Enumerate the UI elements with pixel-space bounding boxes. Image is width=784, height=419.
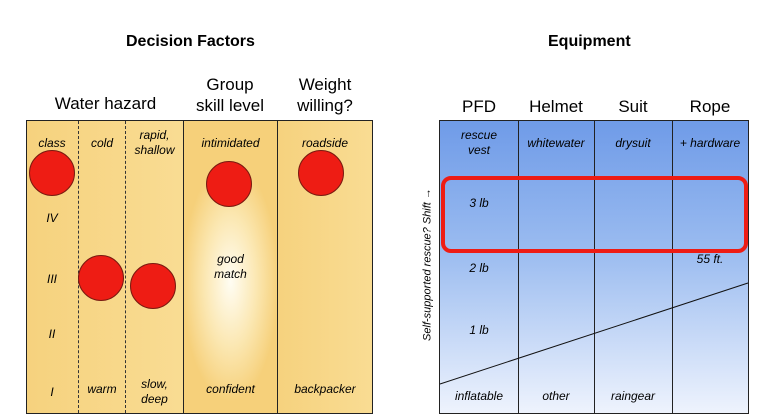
good-match-label: good match bbox=[214, 252, 247, 281]
red-dot bbox=[298, 150, 344, 196]
hardware-label: + hardware bbox=[679, 136, 741, 150]
rapid-shallow-label: rapid, shallow bbox=[134, 128, 175, 157]
backpacker-label: backpacker bbox=[294, 382, 356, 396]
divider-dashed-2 bbox=[125, 121, 126, 413]
confident-label: confident bbox=[206, 382, 255, 396]
raingear-label: raingear bbox=[610, 389, 656, 403]
rescue-vest-label: rescue vest bbox=[460, 128, 498, 157]
header-helmet: Helmet bbox=[529, 97, 583, 116]
other-label: other bbox=[542, 389, 570, 403]
highlight-box bbox=[441, 176, 748, 253]
class-ii: II bbox=[48, 327, 56, 341]
class-label: class bbox=[38, 136, 66, 150]
weight-2lb: 2 lb bbox=[469, 261, 489, 275]
class-i: I bbox=[50, 385, 54, 399]
header-weight-willing: Weight willing? bbox=[297, 75, 353, 115]
inflatable-label: inflatable bbox=[454, 389, 504, 403]
decision-factors-title: Decision Factors bbox=[126, 33, 255, 50]
divider-pfd-helmet bbox=[518, 121, 519, 413]
roadside-label: roadside bbox=[301, 136, 349, 150]
header-pfd: PFD bbox=[462, 97, 496, 116]
weight-1lb: 1 lb bbox=[469, 323, 489, 337]
red-dot bbox=[130, 263, 176, 309]
red-dot bbox=[29, 150, 75, 196]
drysuit-label: drysuit bbox=[615, 136, 651, 150]
divider-dashed-1 bbox=[78, 121, 79, 413]
intimidated-label: intimidated bbox=[201, 136, 260, 150]
warm-label: warm bbox=[87, 382, 117, 396]
divider-helmet-suit bbox=[594, 121, 595, 413]
divider-suit-rope bbox=[672, 121, 673, 413]
side-label: Self-supported rescue? Shift → bbox=[421, 188, 434, 341]
rope-length-label: 55 ft. bbox=[696, 252, 724, 266]
class-iii: III bbox=[46, 272, 57, 286]
red-dot bbox=[206, 161, 252, 207]
cold-label: cold bbox=[90, 136, 113, 150]
header-water-hazard: Water hazard bbox=[54, 94, 157, 113]
slow-deep-label: slow, deep bbox=[141, 377, 168, 406]
red-dot bbox=[78, 255, 124, 301]
equipment-title: Equipment bbox=[548, 33, 631, 50]
whitewater-label: whitewater bbox=[527, 136, 585, 150]
header-suit: Suit bbox=[618, 97, 648, 116]
class-iv: IV bbox=[46, 211, 58, 225]
weight-3lb: 3 lb bbox=[469, 196, 489, 210]
header-group-skill: Group skill level bbox=[195, 75, 265, 115]
header-rope: Rope bbox=[689, 97, 731, 116]
